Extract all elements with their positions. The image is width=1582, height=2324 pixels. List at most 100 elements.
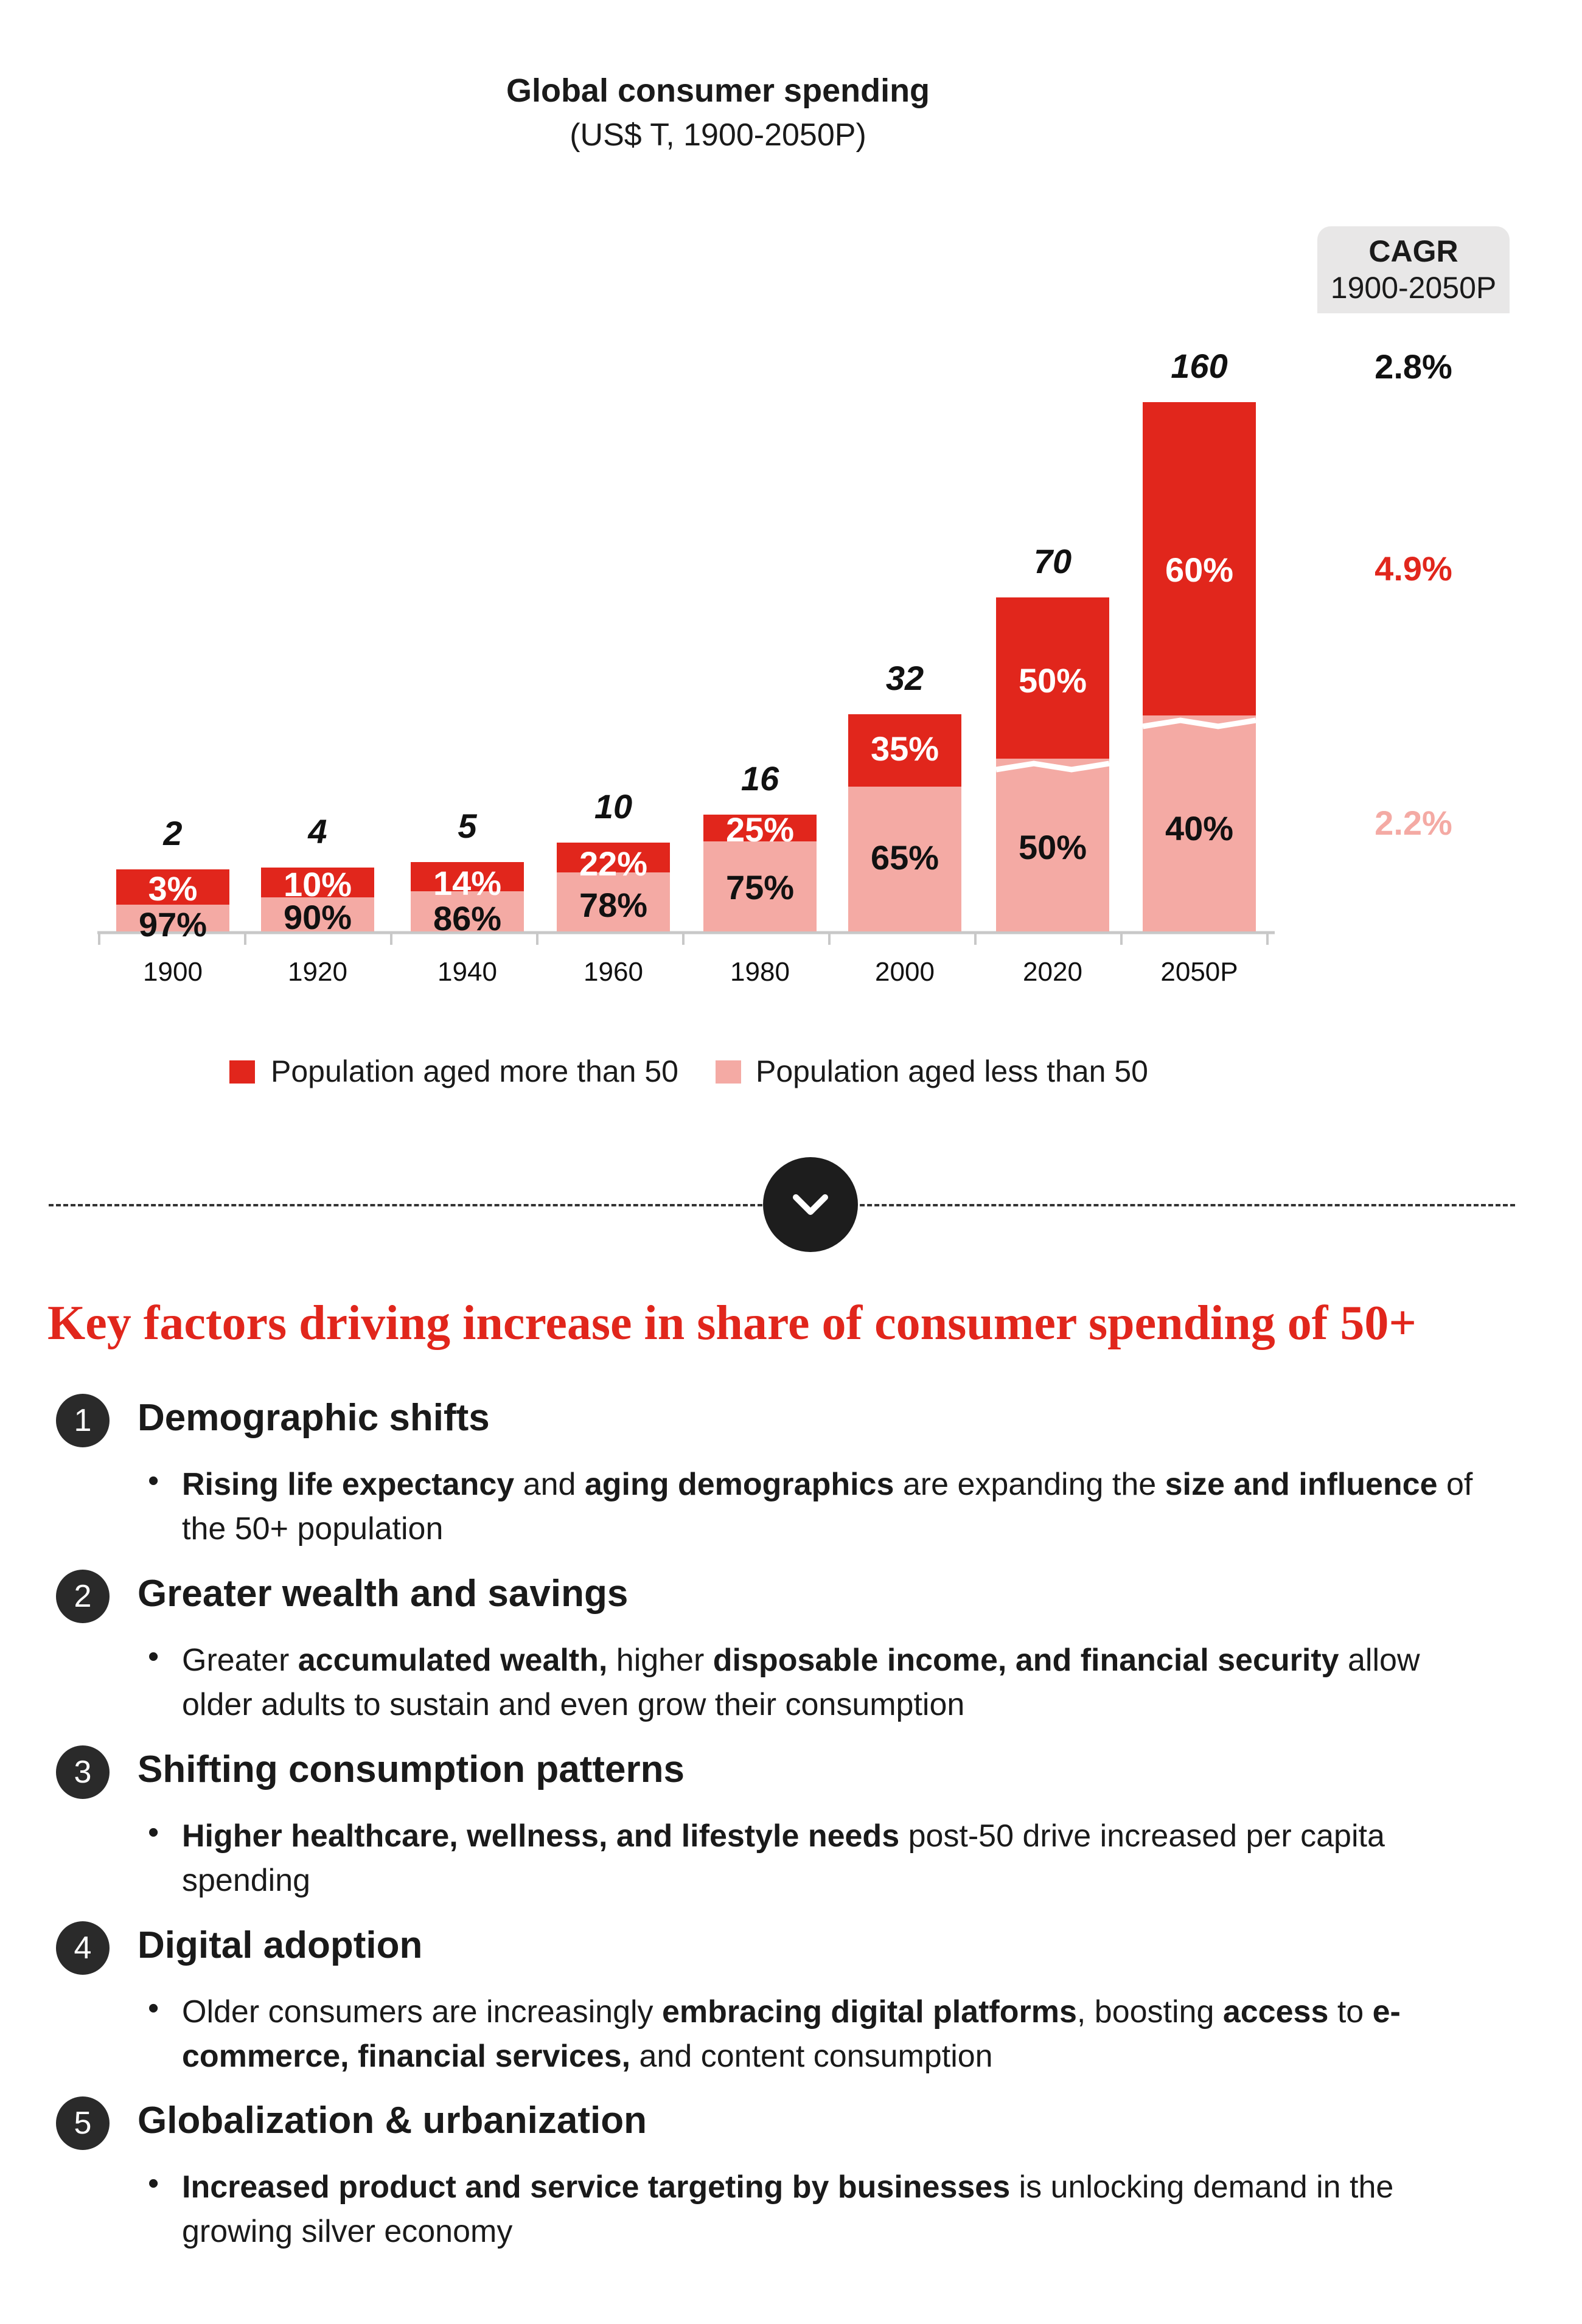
data-label-under-50: 50% bbox=[1019, 828, 1087, 866]
bar-segment-under-50 bbox=[116, 905, 229, 931]
data-label-under-50: 40% bbox=[1165, 809, 1233, 847]
bar-segment-over-50 bbox=[411, 862, 524, 891]
factor-number-badge: 5 bbox=[56, 2096, 110, 2150]
data-label-over-50: 60% bbox=[1165, 551, 1233, 589]
cagr-over-50: 4.9% bbox=[1375, 549, 1452, 588]
bar-segment-under-50 bbox=[848, 787, 961, 931]
stacked-bar-chart: 3%97% 2 1900 10%90% 4 1920 14%86% 5 1940 22%78% 10… bbox=[97, 347, 1275, 987]
factor-description: Increased product and service targeting … bbox=[182, 2165, 1496, 2254]
data-label-over-50: 3% bbox=[148, 869, 198, 908]
factor-title: Globalization & urbanization bbox=[138, 2100, 647, 2141]
body-text: allow older adults to sustain and even g… bbox=[182, 1643, 1420, 1722]
x-tick-label: 1920 bbox=[288, 957, 347, 987]
x-tick-label: 2000 bbox=[875, 957, 935, 987]
bar-segment-under-50 bbox=[411, 891, 524, 931]
x-tick-label: 1980 bbox=[730, 957, 790, 987]
legend-swatch-under-50 bbox=[716, 1060, 741, 1084]
total-label: 70 bbox=[1034, 542, 1072, 580]
body-text: Greater bbox=[182, 1643, 298, 1678]
x-tick-label: 1900 bbox=[143, 957, 203, 987]
emphasis-text: Higher healthcare, wellness, and lifesty… bbox=[182, 1818, 900, 1854]
body-text: is unlocking demand in the growing silve… bbox=[182, 2169, 1394, 2249]
total-label: 4 bbox=[307, 812, 327, 851]
factor-title: Demographic shifts bbox=[138, 1397, 490, 1439]
emphasis-text: Increased product and service targeting … bbox=[182, 2169, 1011, 2205]
bullet-icon: • bbox=[148, 1991, 159, 2026]
cagr-total: 2.8% bbox=[1375, 347, 1452, 386]
bar-segment-over-50 bbox=[848, 714, 961, 787]
data-label-under-50: 86% bbox=[433, 899, 501, 938]
factor-description: Higher healthcare, wellness, and lifesty… bbox=[182, 1814, 1496, 1903]
emphasis-text: e-commerce, financial services, bbox=[182, 1994, 1401, 2074]
factor-title: Greater wealth and savings bbox=[138, 1573, 629, 1615]
total-label: 16 bbox=[741, 759, 779, 798]
body-text: are expanding the bbox=[894, 1467, 1165, 1502]
data-label-under-50: 78% bbox=[579, 886, 647, 924]
bar-segment-over-50 bbox=[557, 843, 670, 872]
bullet-icon: • bbox=[148, 1639, 159, 1674]
total-label: 5 bbox=[458, 807, 477, 845]
x-tick-label: 1960 bbox=[584, 957, 643, 987]
x-tick-label: 2020 bbox=[1023, 957, 1082, 987]
bullet-icon: • bbox=[148, 1815, 159, 1850]
body-text: to bbox=[1328, 1994, 1373, 2030]
legend-label-over-50: Population aged more than 50 bbox=[271, 1054, 678, 1088]
bar-segment-over-50 bbox=[996, 597, 1109, 759]
x-tick-label: 1940 bbox=[437, 957, 497, 987]
emphasis-text: aging demographics bbox=[584, 1467, 894, 1502]
factor-number-badge: 2 bbox=[56, 1570, 110, 1623]
data-label-over-50: 25% bbox=[726, 810, 794, 849]
cagr-header: CAGR 1900-2050P bbox=[1317, 226, 1510, 313]
body-text: Older consumers are increasingly bbox=[182, 1994, 662, 2030]
emphasis-text: Rising life expectancy bbox=[182, 1467, 515, 1502]
legend-label-under-50: Population aged less than 50 bbox=[756, 1054, 1148, 1088]
data-label-under-50: 97% bbox=[139, 905, 207, 944]
data-label-over-50: 22% bbox=[579, 844, 647, 883]
legend-swatch-over-50 bbox=[229, 1060, 255, 1084]
emphasis-text: access bbox=[1222, 1994, 1329, 2030]
factor-number-badge: 1 bbox=[56, 1394, 110, 1447]
factor-description: Rising life expectancy and aging demogra… bbox=[182, 1463, 1496, 1551]
factor-description: Greater accumulated wealth, higher dispo… bbox=[182, 1638, 1496, 1727]
x-tick-label: 2050P bbox=[1160, 957, 1238, 987]
factor-description: Older consumers are increasingly embraci… bbox=[182, 1990, 1496, 2079]
factors-heading: Key factors driving increase in share of… bbox=[47, 1296, 1416, 1350]
data-label-under-50: 75% bbox=[726, 868, 794, 906]
data-label-over-50: 50% bbox=[1019, 661, 1087, 700]
data-label-over-50: 14% bbox=[433, 864, 501, 902]
total-label: 2 bbox=[162, 814, 182, 852]
total-label: 10 bbox=[594, 787, 632, 826]
data-label-under-50: 90% bbox=[284, 898, 352, 936]
bar-segment-over-50 bbox=[1143, 402, 1256, 715]
emphasis-text: size and influence bbox=[1165, 1467, 1438, 1502]
data-label-over-50: 10% bbox=[284, 865, 352, 903]
bar-segment-over-50 bbox=[261, 868, 374, 897]
cagr-period: 1900-2050P bbox=[1330, 271, 1497, 305]
bullet-icon: • bbox=[148, 2166, 159, 2201]
chart-subtitle: (US$ T, 1900-2050P) bbox=[570, 117, 866, 153]
body-text: and bbox=[514, 1467, 585, 1502]
body-text: post-50 drive increased per capita spend… bbox=[182, 1818, 1385, 1898]
axis-break-mark bbox=[995, 760, 1110, 773]
body-text: higher bbox=[607, 1643, 713, 1678]
total-label: 32 bbox=[886, 659, 924, 697]
bar-segment-under-50 bbox=[1143, 715, 1256, 931]
bar-segment-over-50 bbox=[703, 815, 817, 841]
data-label-over-50: 35% bbox=[871, 729, 939, 768]
factor-title: Shifting consumption patterns bbox=[138, 1748, 685, 1790]
total-label: 160 bbox=[1171, 347, 1227, 385]
cagr-title: CAGR bbox=[1368, 234, 1458, 268]
factor-number-badge: 3 bbox=[56, 1745, 110, 1799]
bar-segment-under-50 bbox=[261, 897, 374, 931]
axis-break-mark bbox=[1142, 717, 1256, 729]
body-text: and content consumption bbox=[630, 2039, 993, 2074]
chevron-down-icon bbox=[763, 1157, 858, 1252]
data-label-under-50: 65% bbox=[871, 838, 939, 877]
emphasis-text: accumulated wealth, bbox=[298, 1643, 608, 1678]
bar-segment-under-50 bbox=[703, 841, 817, 931]
emphasis-text: embracing digital platforms bbox=[662, 1994, 1077, 2030]
body-text: of the 50+ population bbox=[182, 1467, 1473, 1546]
bar-segment-under-50 bbox=[557, 872, 670, 931]
body-text: , boosting bbox=[1076, 1994, 1223, 2030]
bar-segment-over-50 bbox=[116, 869, 229, 905]
